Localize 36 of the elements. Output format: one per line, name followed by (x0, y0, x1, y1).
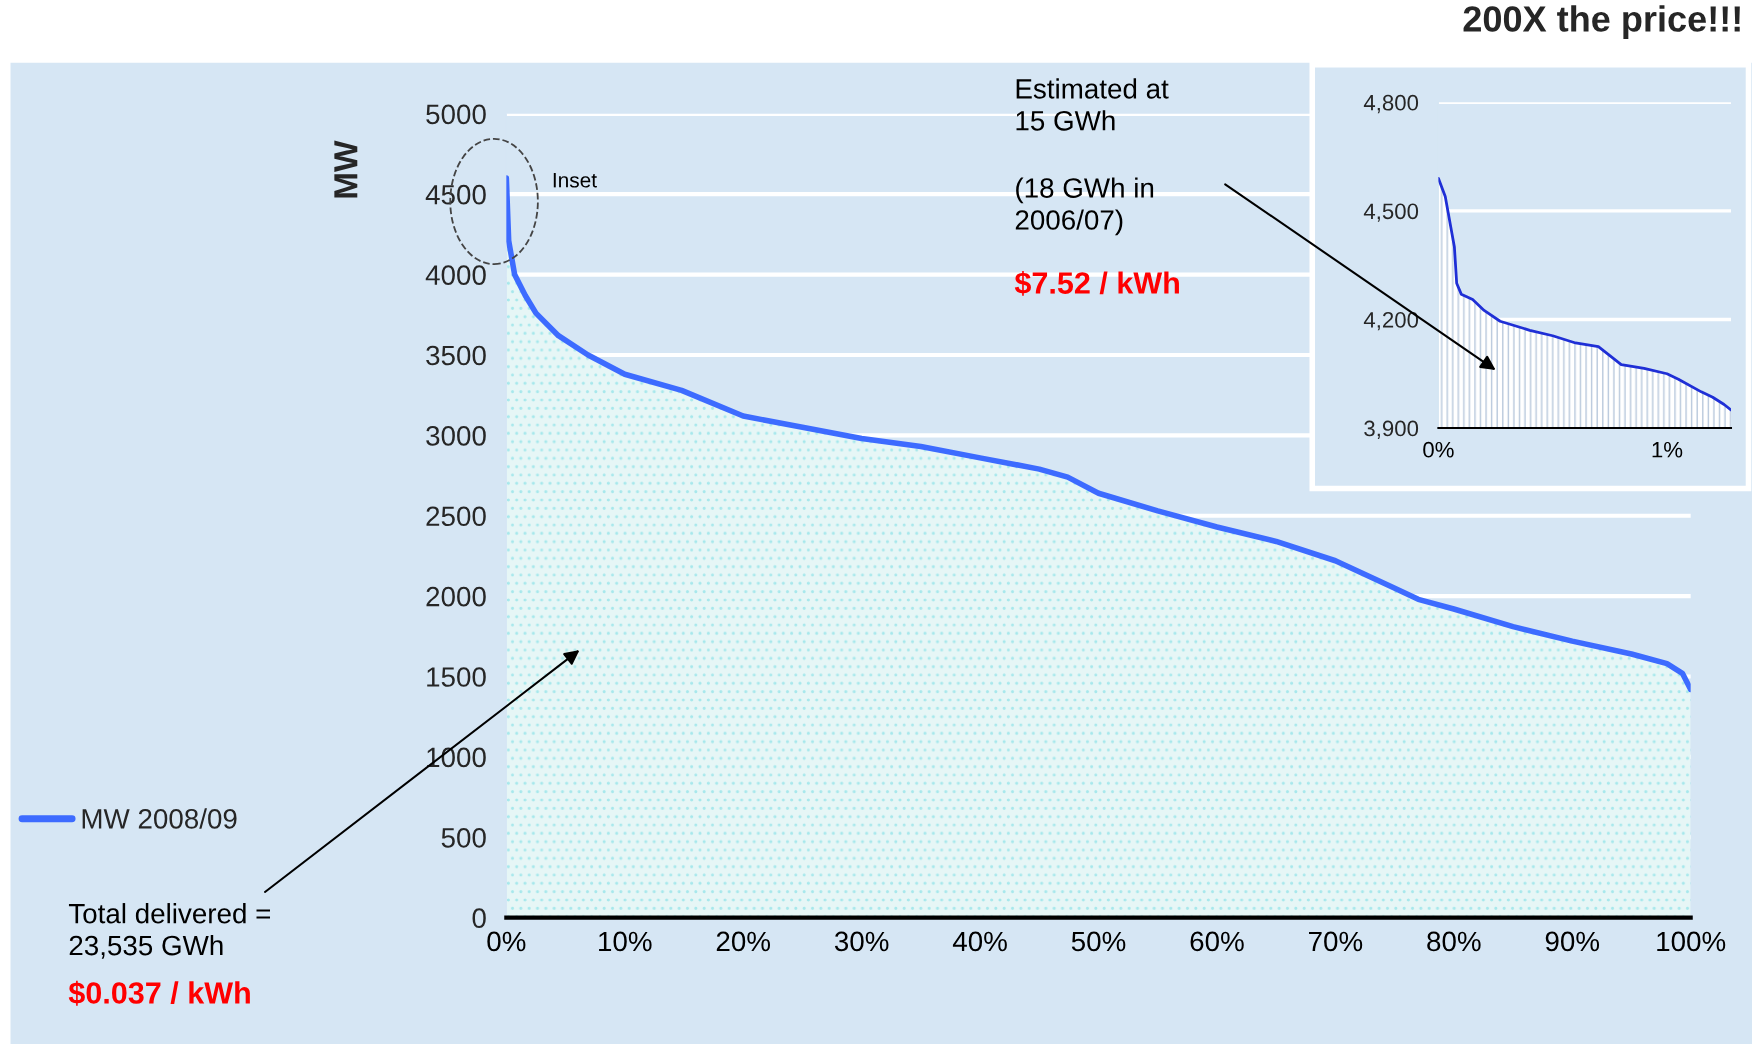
legend-label: MW 2008/09 (82, 808, 237, 829)
y-tick-label: 4,500 (1363, 203, 1419, 222)
x-tick-label: 50% (1071, 931, 1126, 952)
x-tick-label: 10% (599, 931, 652, 952)
x-tick-label: 30% (834, 931, 889, 952)
text: $0.037 / kWh (68, 980, 250, 1006)
y-tick-label: 4,800 (1363, 94, 1419, 114)
y-tick-label: 5000 (426, 104, 486, 125)
x-tick-label: 100% (1657, 931, 1726, 952)
x-tick-label: 1% (1652, 441, 1683, 458)
y-axis-title: MW (334, 140, 358, 198)
y-tick-label: 4,200 (1363, 312, 1419, 331)
annotation: $7.52 / kWh (1014, 270, 1179, 296)
y-tick-label: 3000 (426, 426, 486, 446)
y-tick-label: 1500 (427, 667, 486, 687)
annotation: Inset (553, 173, 597, 188)
y-tick-label: 2500 (426, 506, 486, 527)
x-tick-label: 90% (1545, 931, 1600, 952)
x-tick-label: 0% (1423, 441, 1454, 458)
y-tick-label: 4000 (425, 265, 486, 285)
y-tick-label: 2000 (426, 586, 486, 607)
x-tick-label: 40% (952, 931, 1007, 952)
x-tick-label: 60% (1190, 931, 1244, 952)
annotation: (18 GWh in 2006/07) (1015, 177, 1154, 236)
x-tick-label: 80% (1427, 931, 1481, 952)
chart-title: 200X the price!!! (1463, 5, 1740, 39)
x-tick-label: 70% (1309, 931, 1363, 952)
y-tick-label: 4500 (425, 184, 486, 205)
y-tick-label: 500 (441, 827, 486, 848)
x-tick-label: 0% (487, 931, 526, 952)
y-tick-label: 3500 (426, 345, 486, 366)
y-tick-label: 3,900 (1364, 420, 1419, 439)
x-tick-label: 20% (716, 931, 771, 952)
y-tick-label: 0 (472, 908, 486, 929)
annotation: Estimated at 15 GWh (1016, 78, 1169, 131)
text: Total delivered = 23,535 GWh (68, 903, 270, 959)
